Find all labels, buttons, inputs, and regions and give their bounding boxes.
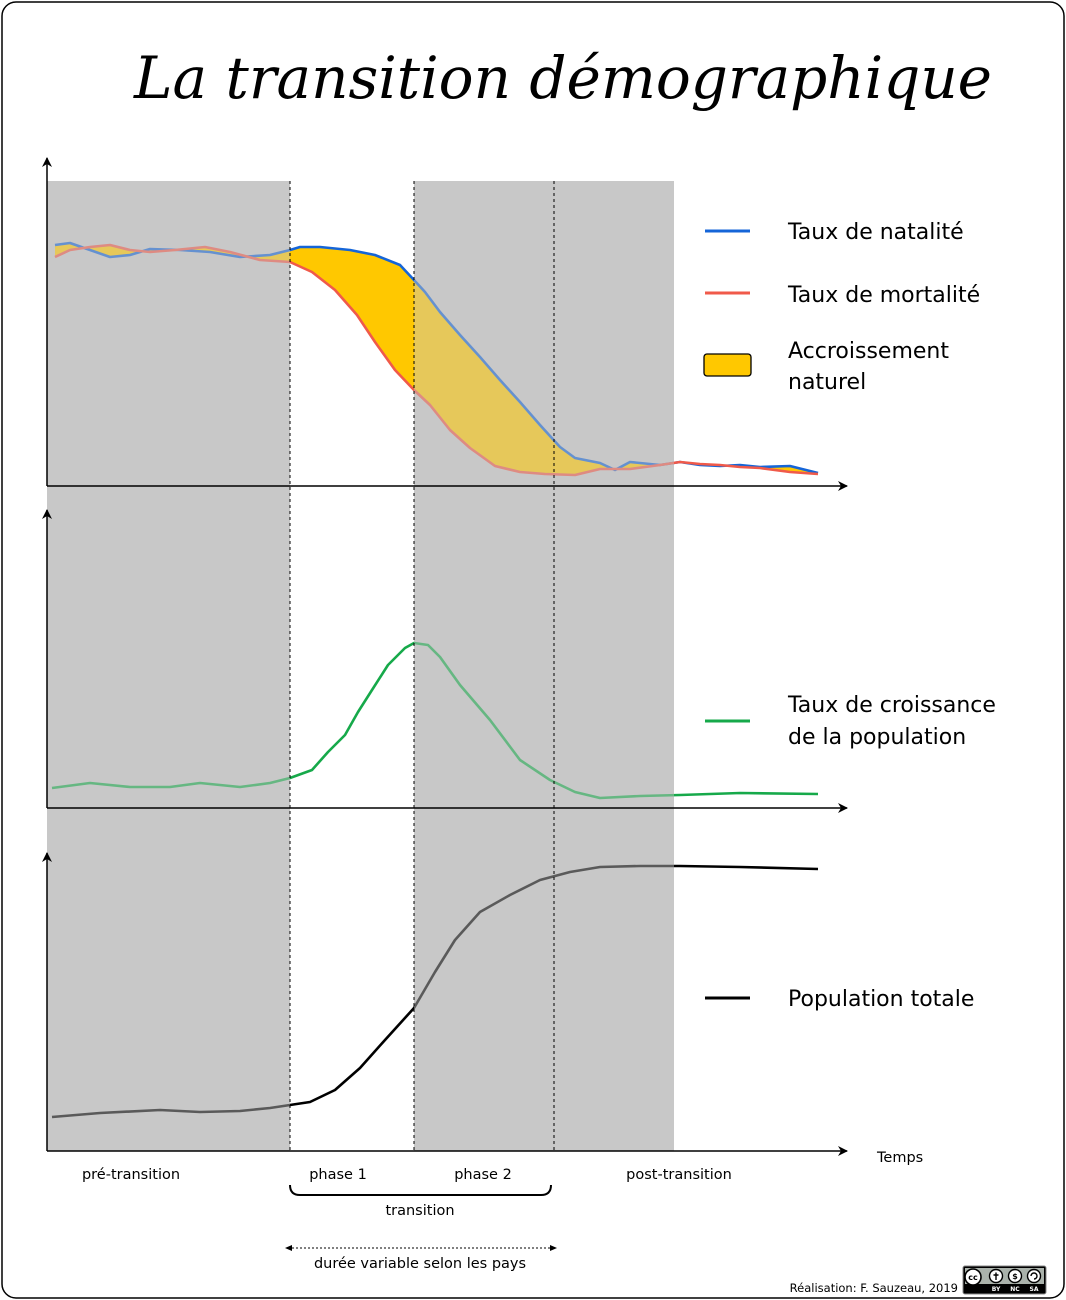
x-axis-label: Temps — [876, 1150, 923, 1166]
natural-increase-area — [55, 243, 818, 475]
phase-label-pre: pré-transition — [82, 1167, 180, 1183]
sa-label: SA — [1030, 1286, 1039, 1293]
phase-label-phase1: phase 1 — [309, 1167, 367, 1183]
legend-accroissement-label-1: Accroissement — [788, 339, 949, 364]
shade-overlay-pre — [47, 181, 290, 1151]
duration-arrow-right-head — [550, 1245, 557, 1251]
duration-label: durée variable selon les pays — [314, 1256, 526, 1272]
death-rate-line — [54, 243, 819, 477]
shade-overlay-phase2 — [414, 181, 674, 1151]
page-title: La transition démographique — [133, 44, 992, 112]
legend-accroissement-swatch — [703, 353, 752, 377]
transition-brace — [289, 1184, 552, 1196]
growth-rate-line — [51, 641, 819, 800]
sa-icon — [1026, 1268, 1042, 1284]
nc-label: NC — [1010, 1286, 1020, 1293]
legend-croissance-label-2: de la population — [788, 725, 966, 750]
credit-text: Réalisation: F. Sauzeau, 2019 — [790, 1281, 958, 1295]
legend-population-label: Population totale — [788, 987, 974, 1012]
by-label: BY — [992, 1286, 1001, 1293]
population-line — [51, 864, 819, 1119]
transition-label: transition — [385, 1203, 454, 1219]
shade-pre-transition — [47, 181, 290, 1151]
phase-label-post: post-transition — [626, 1167, 732, 1183]
svg-text:$: $ — [1012, 1272, 1018, 1281]
legend-croissance-label-1: Taux de croissance — [787, 693, 996, 718]
legend-accroissement-label-2: naturel — [788, 370, 866, 395]
cc-license-badge: cc $ BY NC SA — [962, 1265, 1047, 1295]
cc-icon — [964, 1268, 982, 1286]
legend-mortalite-label: Taux de mortalité — [787, 283, 980, 308]
legend-natalite-label: Taux de natalité — [787, 220, 964, 245]
nc-icon — [1007, 1268, 1023, 1284]
cc-icon-label: cc — [968, 1273, 978, 1282]
phase-label-phase2: phase 2 — [454, 1167, 512, 1183]
duration-arrow-left-head — [285, 1245, 292, 1251]
